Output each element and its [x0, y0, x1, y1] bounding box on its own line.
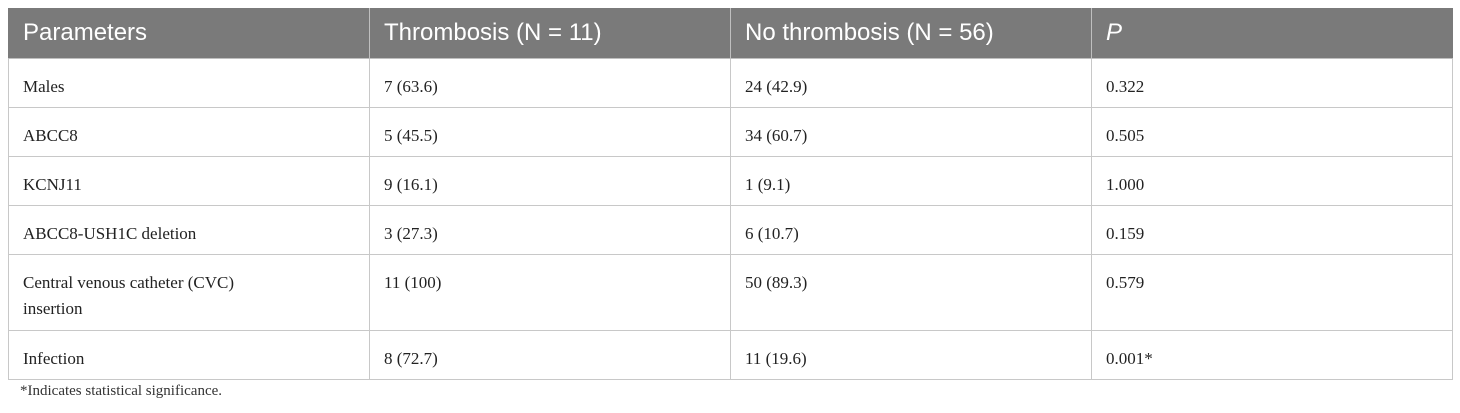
- cell-thrombosis: 8 (72.7): [369, 330, 731, 380]
- cell-parameter: ABCC8-USH1C deletion: [8, 205, 370, 255]
- cell-thrombosis: 5 (45.5): [369, 107, 731, 157]
- header-parameters: Parameters: [8, 8, 370, 59]
- cell-parameter: Males: [8, 58, 370, 108]
- cell-no-thrombosis: 11 (19.6): [730, 330, 1092, 380]
- cell-thrombosis: 11 (100): [369, 254, 731, 331]
- cell-p-value: 0.322: [1091, 58, 1453, 108]
- cell-parameter: KCNJ11: [8, 156, 370, 206]
- cell-no-thrombosis: 6 (10.7): [730, 205, 1092, 255]
- cell-thrombosis: 9 (16.1): [369, 156, 731, 206]
- table-row: Infection 8 (72.7) 11 (19.6) 0.001*: [8, 330, 1453, 380]
- cell-thrombosis: 3 (27.3): [369, 205, 731, 255]
- cell-parameter: Central venous catheter (CVC) insertion: [8, 254, 370, 331]
- cell-parameter: Infection: [8, 330, 370, 380]
- header-p-value: P: [1091, 8, 1453, 59]
- cell-no-thrombosis: 24 (42.9): [730, 58, 1092, 108]
- table-footnote: *Indicates statistical significance.: [20, 383, 223, 399]
- cell-p-value: 0.579: [1091, 254, 1453, 331]
- cell-p-value: 0.505: [1091, 107, 1453, 157]
- table-row: KCNJ11 9 (16.1) 1 (9.1) 1.000: [8, 156, 1453, 206]
- table-row: ABCC8 5 (45.5) 34 (60.7) 0.505: [8, 107, 1453, 157]
- cell-no-thrombosis: 50 (89.3): [730, 254, 1092, 331]
- cell-thrombosis: 7 (63.6): [369, 58, 731, 108]
- header-no-thrombosis: No thrombosis (N = 56): [730, 8, 1092, 59]
- table-row: Males 7 (63.6) 24 (42.9) 0.322: [8, 58, 1453, 108]
- table-header-row: Parameters Thrombosis (N = 11) No thromb…: [8, 8, 1453, 59]
- cell-p-value: 0.159: [1091, 205, 1453, 255]
- table-row: ABCC8-USH1C deletion 3 (27.3) 6 (10.7) 0…: [8, 205, 1453, 255]
- cell-p-value: 1.000: [1091, 156, 1453, 206]
- cell-p-value: 0.001*: [1091, 330, 1453, 380]
- header-p-label: P: [1106, 19, 1123, 46]
- results-table-container: Parameters Thrombosis (N = 11) No thromb…: [8, 8, 1453, 380]
- cell-no-thrombosis: 1 (9.1): [730, 156, 1092, 206]
- header-thrombosis: Thrombosis (N = 11): [369, 8, 731, 59]
- cell-no-thrombosis: 34 (60.7): [730, 107, 1092, 157]
- cell-parameter: ABCC8: [8, 107, 370, 157]
- table-row: Central venous catheter (CVC) insertion …: [8, 254, 1453, 331]
- results-table: Parameters Thrombosis (N = 11) No thromb…: [8, 8, 1453, 380]
